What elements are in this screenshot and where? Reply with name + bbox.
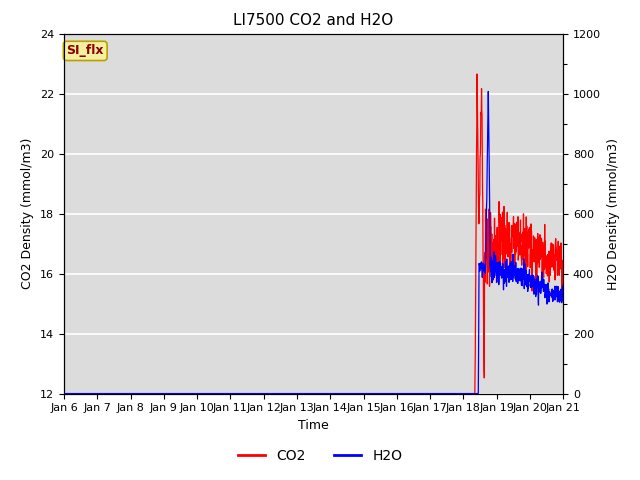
X-axis label: Time: Time	[298, 419, 329, 432]
Y-axis label: H2O Density (mmol/m3): H2O Density (mmol/m3)	[607, 138, 620, 289]
Text: SI_flx: SI_flx	[67, 44, 104, 58]
Legend: CO2, H2O: CO2, H2O	[232, 443, 408, 468]
Title: LI7500 CO2 and H2O: LI7500 CO2 and H2O	[234, 13, 394, 28]
Y-axis label: CO2 Density (mmol/m3): CO2 Density (mmol/m3)	[22, 138, 35, 289]
